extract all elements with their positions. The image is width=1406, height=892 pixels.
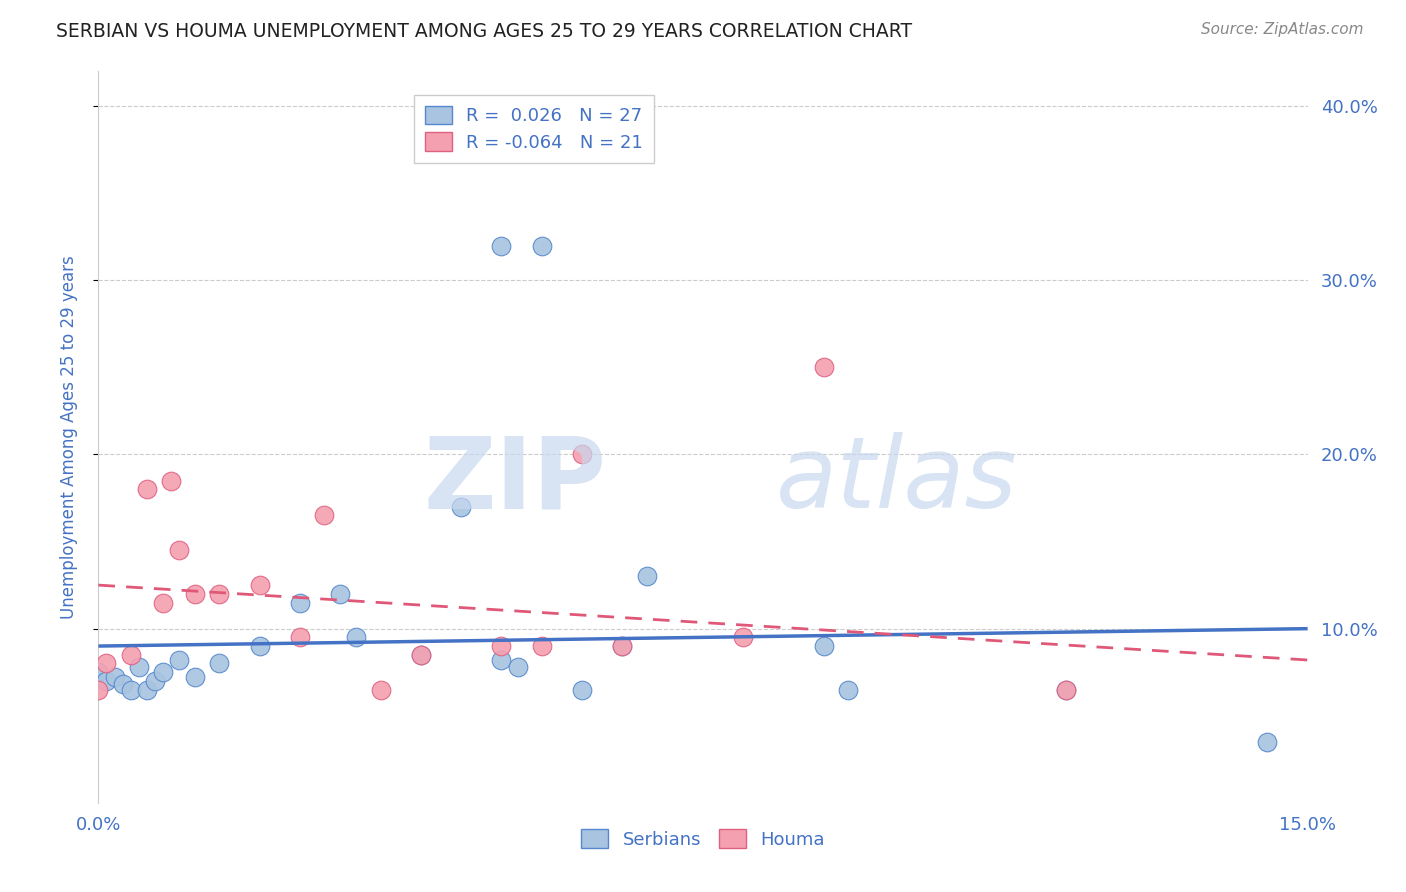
Point — [128, 660, 150, 674]
Point — [152, 665, 174, 680]
Point — [409, 648, 432, 662]
Point — [208, 587, 231, 601]
Point — [370, 682, 392, 697]
Point — [530, 238, 553, 252]
Point — [450, 500, 472, 514]
Point — [152, 595, 174, 609]
Point — [530, 639, 553, 653]
Point — [120, 648, 142, 662]
Text: atlas: atlas — [776, 433, 1017, 530]
Point — [160, 474, 183, 488]
Point — [491, 639, 513, 653]
Text: Source: ZipAtlas.com: Source: ZipAtlas.com — [1201, 22, 1364, 37]
Point — [837, 682, 859, 697]
Point — [111, 677, 134, 691]
Point — [612, 639, 634, 653]
Point — [249, 578, 271, 592]
Point — [167, 543, 190, 558]
Point — [184, 587, 207, 601]
Point — [288, 595, 311, 609]
Point — [87, 682, 110, 697]
Point — [813, 360, 835, 375]
Point — [249, 639, 271, 653]
Point — [491, 653, 513, 667]
Point — [120, 682, 142, 697]
Point — [733, 631, 755, 645]
Point — [409, 648, 432, 662]
Point — [636, 569, 658, 583]
Point — [314, 508, 336, 523]
Point — [135, 682, 157, 697]
Point — [571, 448, 593, 462]
Point — [813, 639, 835, 653]
Text: SERBIAN VS HOUMA UNEMPLOYMENT AMONG AGES 25 TO 29 YEARS CORRELATION CHART: SERBIAN VS HOUMA UNEMPLOYMENT AMONG AGES… — [56, 22, 912, 41]
Point — [1054, 682, 1077, 697]
Point — [208, 657, 231, 671]
Point — [184, 670, 207, 684]
Point — [491, 238, 513, 252]
Point — [506, 660, 529, 674]
Point — [96, 657, 118, 671]
Point — [612, 639, 634, 653]
Point — [329, 587, 352, 601]
Point — [344, 631, 367, 645]
Point — [288, 631, 311, 645]
Text: ZIP: ZIP — [423, 433, 606, 530]
Point — [87, 665, 110, 680]
Point — [1256, 735, 1278, 749]
Point — [103, 670, 125, 684]
Legend: Serbians, Houma: Serbians, Houma — [569, 819, 837, 860]
Point — [143, 673, 166, 688]
Point — [167, 653, 190, 667]
Y-axis label: Unemployment Among Ages 25 to 29 years: Unemployment Among Ages 25 to 29 years — [59, 255, 77, 619]
Point — [135, 483, 157, 497]
Point — [1054, 682, 1077, 697]
Point — [96, 673, 118, 688]
Point — [571, 682, 593, 697]
